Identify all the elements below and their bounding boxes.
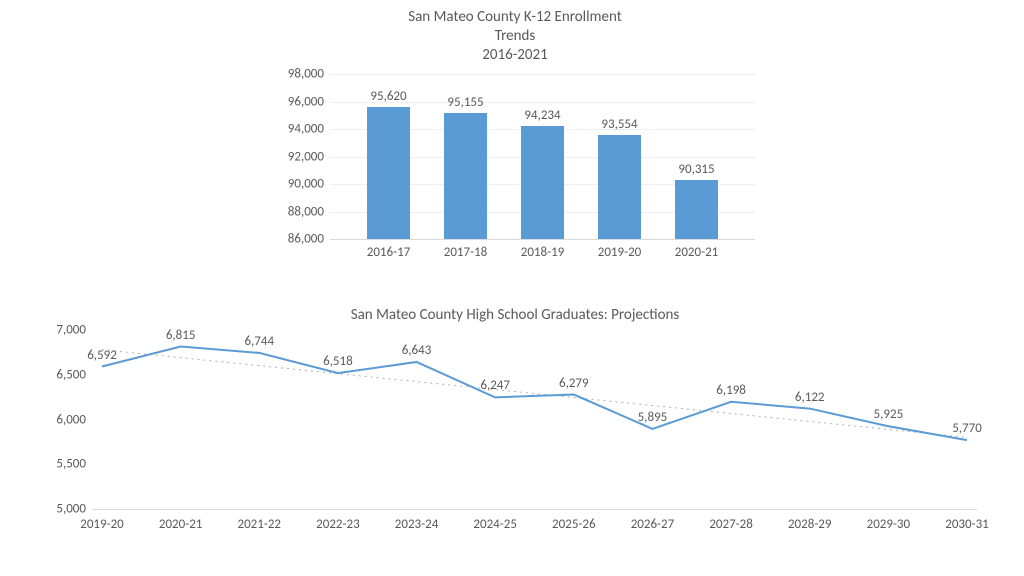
x-axis-tick-label: 2017-18 xyxy=(444,245,488,260)
x-axis-tick-label: 2025-26 xyxy=(552,517,596,532)
title-line: Trends xyxy=(495,27,536,45)
x-axis-tick-label: 2027-28 xyxy=(709,517,753,532)
enrollment-bar-chart: San Mateo County K-12 Enrollment Trends … xyxy=(255,8,775,276)
bar xyxy=(521,126,563,239)
line-value-label: 6,198 xyxy=(716,383,746,398)
x-axis-tick-label: 2029-30 xyxy=(867,517,911,532)
line-value-label: 5,770 xyxy=(952,421,982,436)
y-axis-tick-label: 7,000 xyxy=(40,323,86,338)
x-axis-tick-label: 2023-24 xyxy=(395,517,439,532)
line-value-label: 5,895 xyxy=(638,410,668,425)
x-axis-tick-label: 2019-20 xyxy=(80,517,124,532)
y-axis-tick-label: 90,000 xyxy=(270,177,324,192)
y-axis-tick-label: 92,000 xyxy=(270,149,324,164)
y-axis-tick-label: 6,000 xyxy=(40,412,86,427)
y-axis-tick-label: 5,000 xyxy=(40,502,86,517)
line-value-label: 6,744 xyxy=(244,334,274,349)
bar-chart-title: San Mateo County K-12 Enrollment Trends … xyxy=(255,8,775,64)
bar-value-label: 90,315 xyxy=(678,162,714,177)
x-axis-tick-label: 2026-27 xyxy=(631,517,675,532)
line-plot-area: 5,0005,5006,0006,5007,0002019-206,592202… xyxy=(92,330,977,510)
y-axis-tick-label: 94,000 xyxy=(270,122,324,137)
bar-value-label: 95,620 xyxy=(370,89,406,104)
line-value-label: 5,925 xyxy=(874,407,904,422)
x-axis-tick-label: 2021-22 xyxy=(238,517,282,532)
title-line: 2016-2021 xyxy=(482,46,547,64)
bar xyxy=(598,135,640,239)
line-value-label: 6,592 xyxy=(87,348,117,363)
y-axis-tick-label: 6,500 xyxy=(40,367,86,382)
line-value-label: 6,247 xyxy=(480,378,510,393)
x-axis-tick-label: 2018-19 xyxy=(521,245,565,260)
line-value-label: 6,815 xyxy=(166,328,196,343)
line-value-label: 6,122 xyxy=(795,390,825,405)
bar xyxy=(367,107,409,239)
x-axis-tick-label: 2019-20 xyxy=(598,245,642,260)
bar-value-label: 95,155 xyxy=(447,95,483,110)
y-axis-tick-label: 86,000 xyxy=(270,232,324,247)
line-svg xyxy=(92,330,977,509)
x-axis-tick-label: 2022-23 xyxy=(316,517,360,532)
x-axis-tick-label: 2028-29 xyxy=(788,517,832,532)
x-axis-tick-label: 2020-21 xyxy=(675,245,719,260)
data-line xyxy=(102,347,967,441)
y-axis-tick-label: 98,000 xyxy=(270,67,324,82)
y-axis-tick-label: 88,000 xyxy=(270,204,324,219)
line-chart-title: San Mateo County High School Graduates: … xyxy=(30,306,1000,325)
bar xyxy=(675,180,717,239)
x-axis-tick-label: 2020-21 xyxy=(159,517,203,532)
bar-plot-area: 86,00088,00090,00092,00094,00096,00098,0… xyxy=(330,74,755,240)
gridline xyxy=(330,74,755,75)
bar-value-label: 94,234 xyxy=(524,108,560,123)
line-value-label: 6,643 xyxy=(402,343,432,358)
x-axis-tick-label: 2016-17 xyxy=(367,245,411,260)
bar-value-label: 93,554 xyxy=(601,117,637,132)
bar xyxy=(444,113,486,239)
title-line: San Mateo County K-12 Enrollment xyxy=(408,8,622,26)
y-axis-tick-label: 96,000 xyxy=(270,94,324,109)
graduates-line-chart: San Mateo County High School Graduates: … xyxy=(30,300,1000,560)
line-value-label: 6,518 xyxy=(323,354,353,369)
x-axis-tick-label: 2024-25 xyxy=(473,517,517,532)
line-value-label: 6,279 xyxy=(559,376,589,391)
y-axis-tick-label: 5,500 xyxy=(40,457,86,472)
x-axis-tick-label: 2030-31 xyxy=(945,517,989,532)
trendline xyxy=(102,350,967,438)
